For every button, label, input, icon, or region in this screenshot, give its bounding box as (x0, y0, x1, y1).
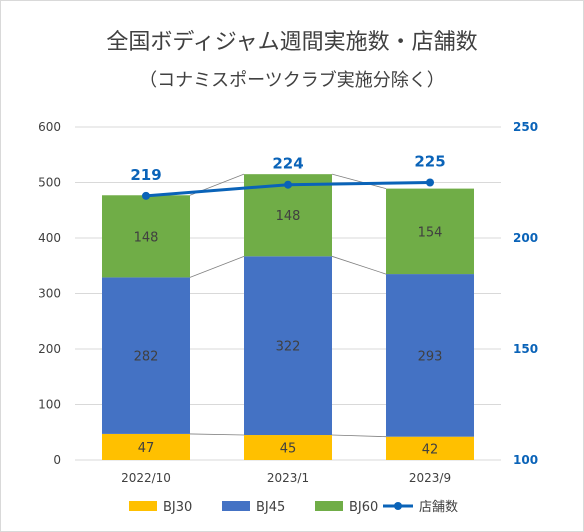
y-tick-label: 400 (38, 231, 61, 245)
store-count-label: 219 (130, 166, 161, 184)
bar-bj45 (102, 277, 190, 434)
x-tick-label: 2023/1 (267, 471, 309, 485)
data-label: 45 (280, 442, 297, 457)
data-label: 148 (134, 230, 159, 245)
legend-label: BJ60 (349, 500, 378, 515)
data-label: 47 (138, 441, 155, 456)
store-count-marker (426, 178, 434, 187)
bar-bj45 (244, 256, 332, 436)
data-label: 282 (134, 350, 159, 365)
y2-tick-label: 150 (513, 342, 538, 356)
series-line (331, 255, 387, 275)
y-tick-label: 600 (38, 120, 61, 134)
legend-label: BJ30 (163, 500, 192, 515)
y2-tick-label: 200 (513, 231, 538, 245)
x-tick-label: 2023/9 (409, 471, 451, 485)
store-count-line: 219 224 225 (130, 153, 446, 200)
chart-subtitle: （コナミスポーツクラブ実施分除く） (139, 69, 445, 91)
legend: BJ30 BJ45 BJ60 店舗数 (129, 500, 458, 515)
bar-bj45 (386, 274, 474, 437)
data-label: 293 (418, 349, 443, 364)
bar-bj30 (386, 436, 474, 460)
legend-label: 店舗数 (419, 500, 458, 515)
legend-marker (394, 502, 402, 510)
bar-bj30 (244, 435, 332, 460)
series-line (189, 433, 245, 436)
bars: 47 45 42 282 322 293 148 148 154 (102, 174, 474, 460)
bar-bj60 (386, 188, 474, 275)
legend-swatch-bj60 (315, 501, 343, 511)
bar-bj60 (102, 195, 190, 278)
series-line (331, 434, 387, 438)
y-tick-label: 200 (38, 342, 61, 356)
store-count-marker (284, 180, 292, 189)
data-label: 154 (418, 225, 443, 240)
data-label: 322 (276, 340, 301, 355)
store-count-label: 225 (414, 153, 445, 171)
y-tick-label: 100 (38, 398, 61, 412)
y2-tick-label: 250 (513, 120, 538, 134)
y-tick-label: 0 (53, 453, 61, 467)
y2-tick-label: 100 (513, 453, 538, 467)
legend-label: BJ45 (256, 500, 285, 515)
bar-bj30 (102, 433, 190, 460)
data-label: 148 (276, 209, 301, 224)
legend-swatch-bj30 (129, 501, 157, 511)
x-tick-label: 2022/10 (121, 471, 171, 485)
series-line (189, 255, 245, 278)
series-line (331, 173, 387, 189)
legend-swatch-bj45 (222, 501, 250, 511)
axes: 0 100 200 300 400 500 600 100 150 200 250 2022/10 20… (38, 120, 538, 485)
store-count-label: 224 (272, 155, 303, 173)
data-label: 42 (422, 442, 439, 457)
chart-title: 全国ボディジャム週間実施数・店舗数 (106, 30, 477, 55)
y-tick-label: 500 (38, 176, 61, 190)
store-count-marker (142, 191, 150, 200)
y-tick-label: 300 (38, 287, 61, 301)
